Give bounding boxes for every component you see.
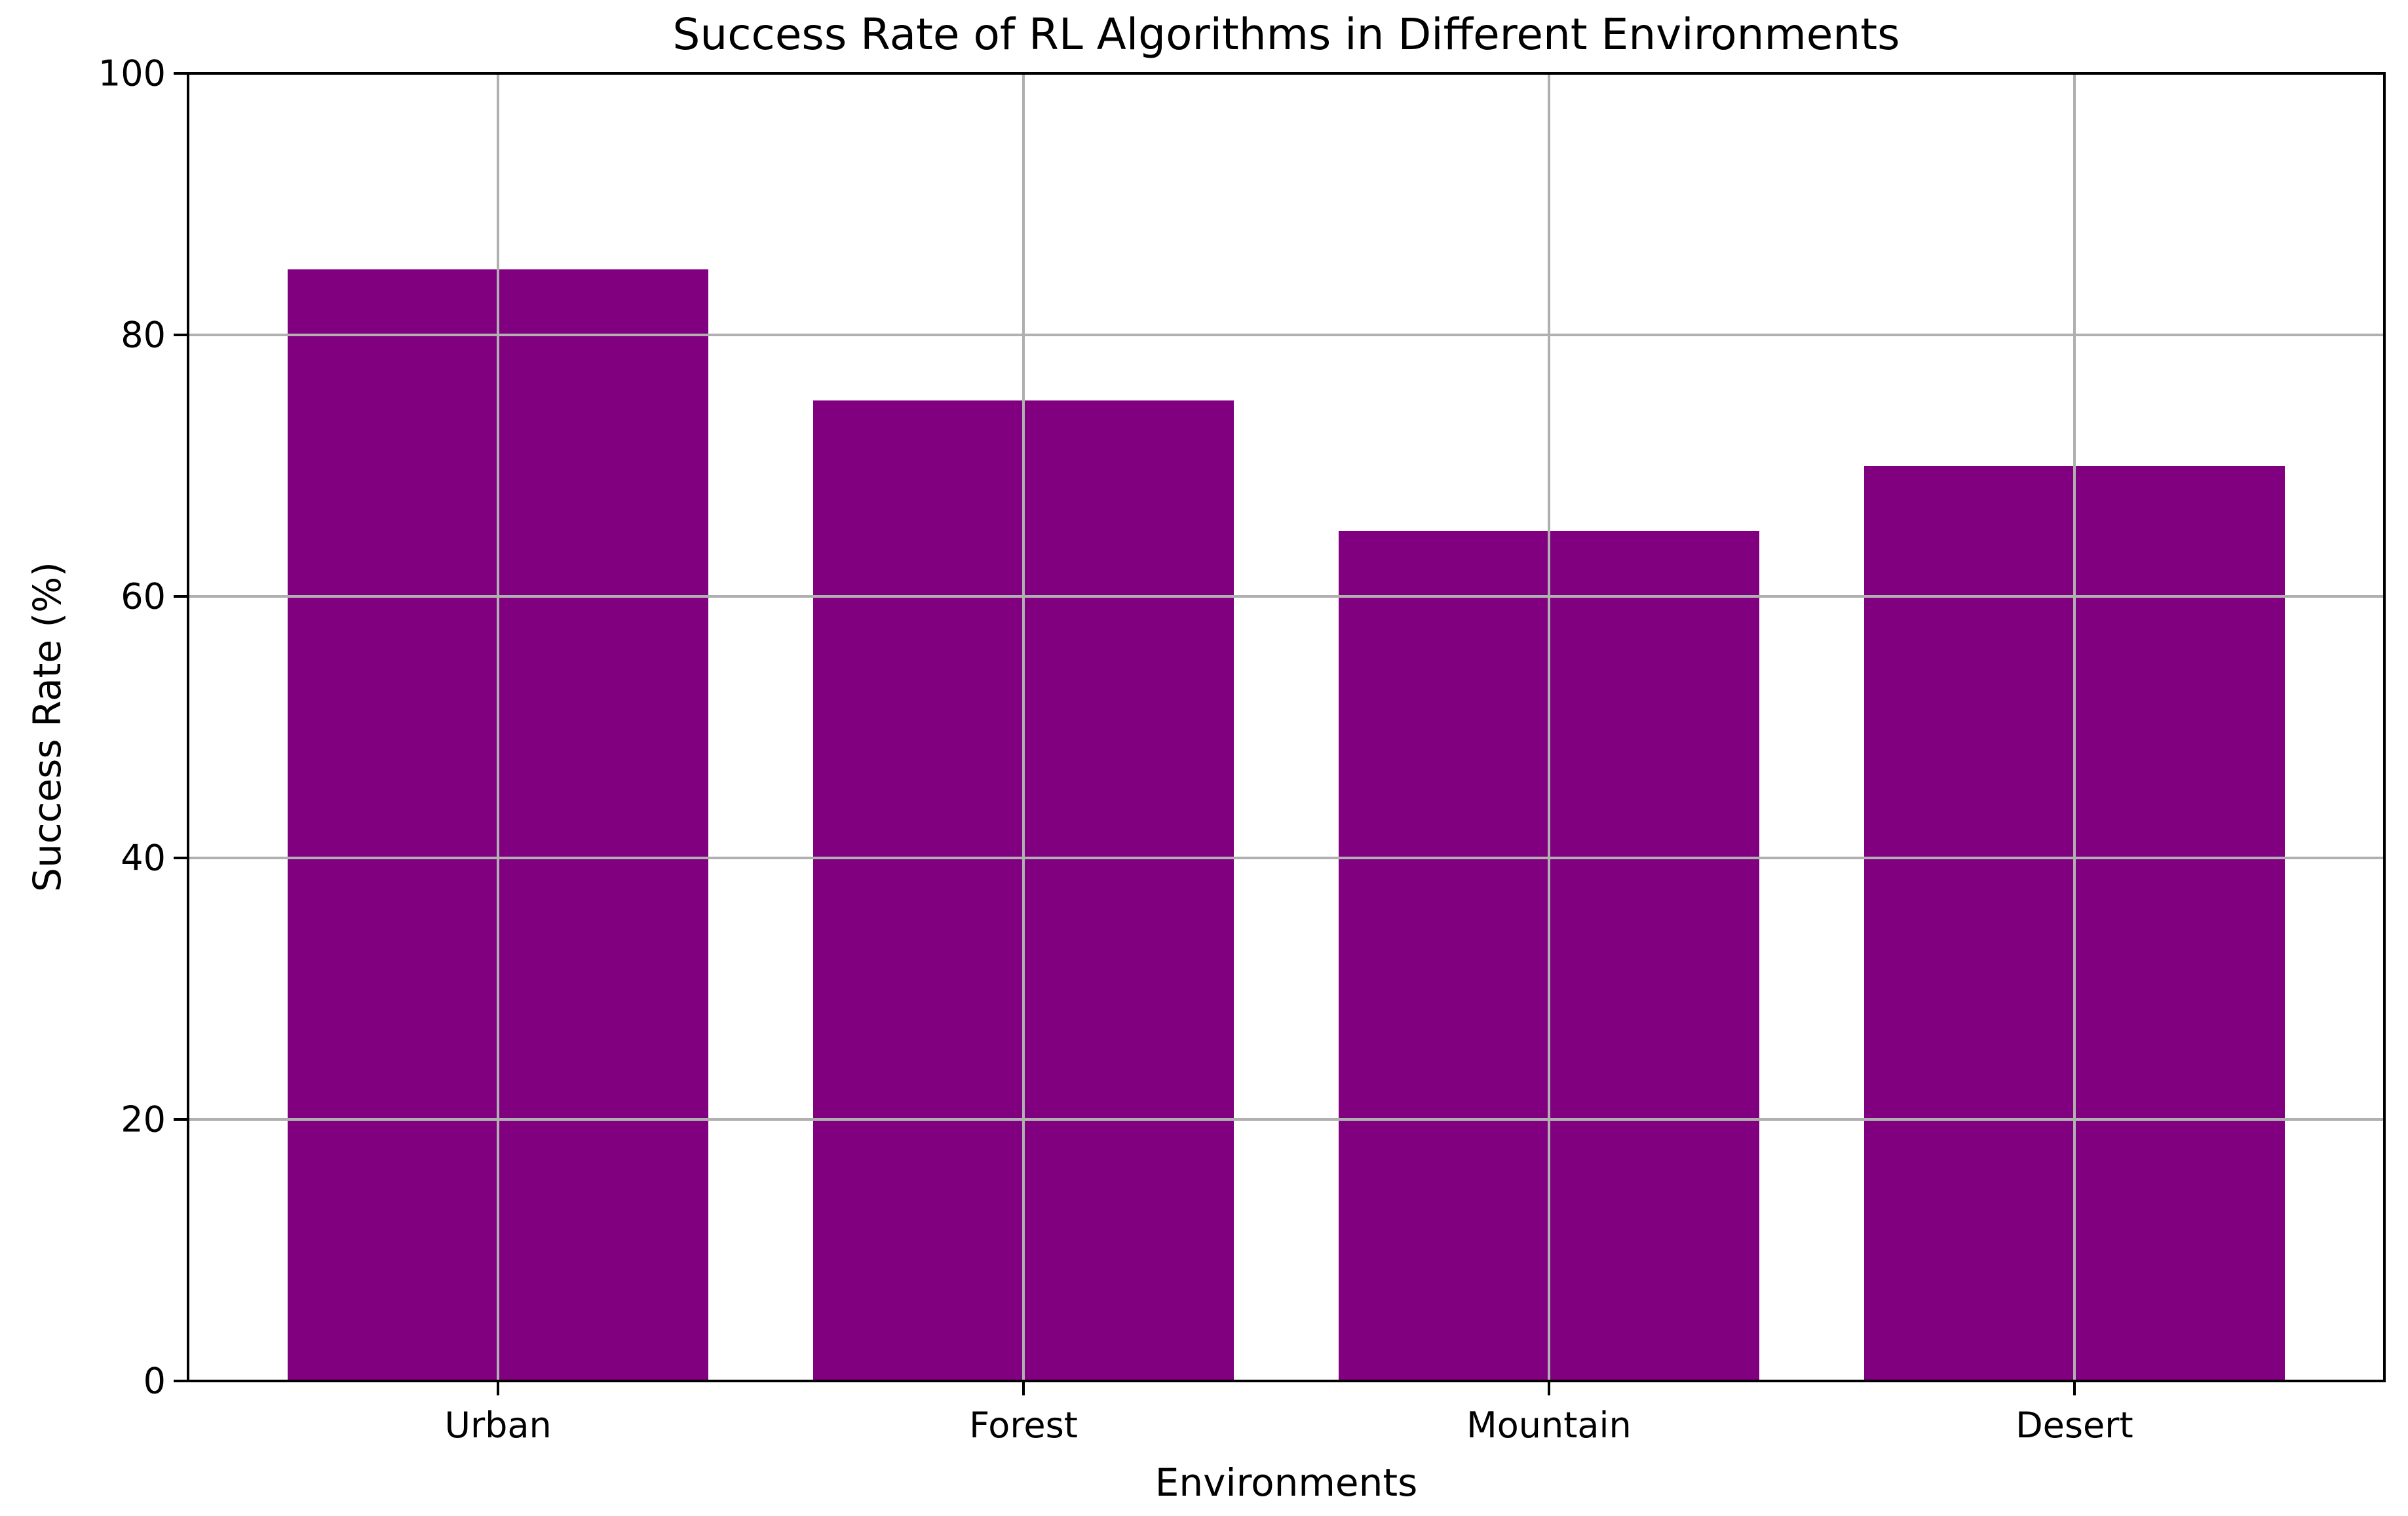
y-tick-mark bbox=[174, 857, 188, 859]
spine-top bbox=[187, 72, 2386, 75]
v-gridline bbox=[2073, 73, 2076, 1381]
h-gridline bbox=[188, 1118, 2384, 1121]
x-tick-mark bbox=[2073, 1381, 2076, 1395]
x-tick-label-desert: Desert bbox=[2016, 1405, 2133, 1446]
x-tick-label-mountain: Mountain bbox=[1466, 1405, 1632, 1446]
v-gridline bbox=[1547, 73, 1550, 1381]
x-tick-label-urban: Urban bbox=[444, 1405, 552, 1446]
y-tick-mark bbox=[174, 1380, 188, 1382]
h-gridline bbox=[188, 334, 2384, 336]
x-axis-label: Environments bbox=[1155, 1460, 1418, 1505]
x-tick-label-forest: Forest bbox=[969, 1405, 1078, 1446]
y-tick-label: 0 bbox=[143, 1360, 166, 1402]
plot-area bbox=[187, 72, 2386, 1382]
spine-right bbox=[2383, 72, 2386, 1382]
y-tick-label: 20 bbox=[121, 1098, 166, 1140]
y-tick-mark bbox=[174, 1118, 188, 1121]
v-gridline bbox=[497, 73, 500, 1381]
y-tick-mark bbox=[174, 334, 188, 336]
h-gridline bbox=[188, 595, 2384, 598]
y-tick-label: 80 bbox=[121, 314, 166, 356]
y-tick-mark bbox=[174, 595, 188, 598]
h-gridline bbox=[188, 857, 2384, 859]
y-tick-label: 40 bbox=[121, 837, 166, 879]
y-tick-label: 60 bbox=[121, 575, 166, 617]
x-tick-mark bbox=[1547, 1381, 1550, 1395]
v-gridline bbox=[1022, 73, 1025, 1381]
spine-left bbox=[187, 72, 189, 1382]
y-tick-mark bbox=[174, 72, 188, 75]
y-tick-label: 100 bbox=[98, 52, 166, 94]
y-axis-label: Success Rate (%) bbox=[25, 562, 69, 892]
x-tick-mark bbox=[497, 1381, 500, 1395]
chart-title: Success Rate of RL Algorithms in Differe… bbox=[672, 9, 1900, 60]
x-tick-mark bbox=[1022, 1381, 1025, 1395]
spine-bottom bbox=[187, 1380, 2386, 1382]
